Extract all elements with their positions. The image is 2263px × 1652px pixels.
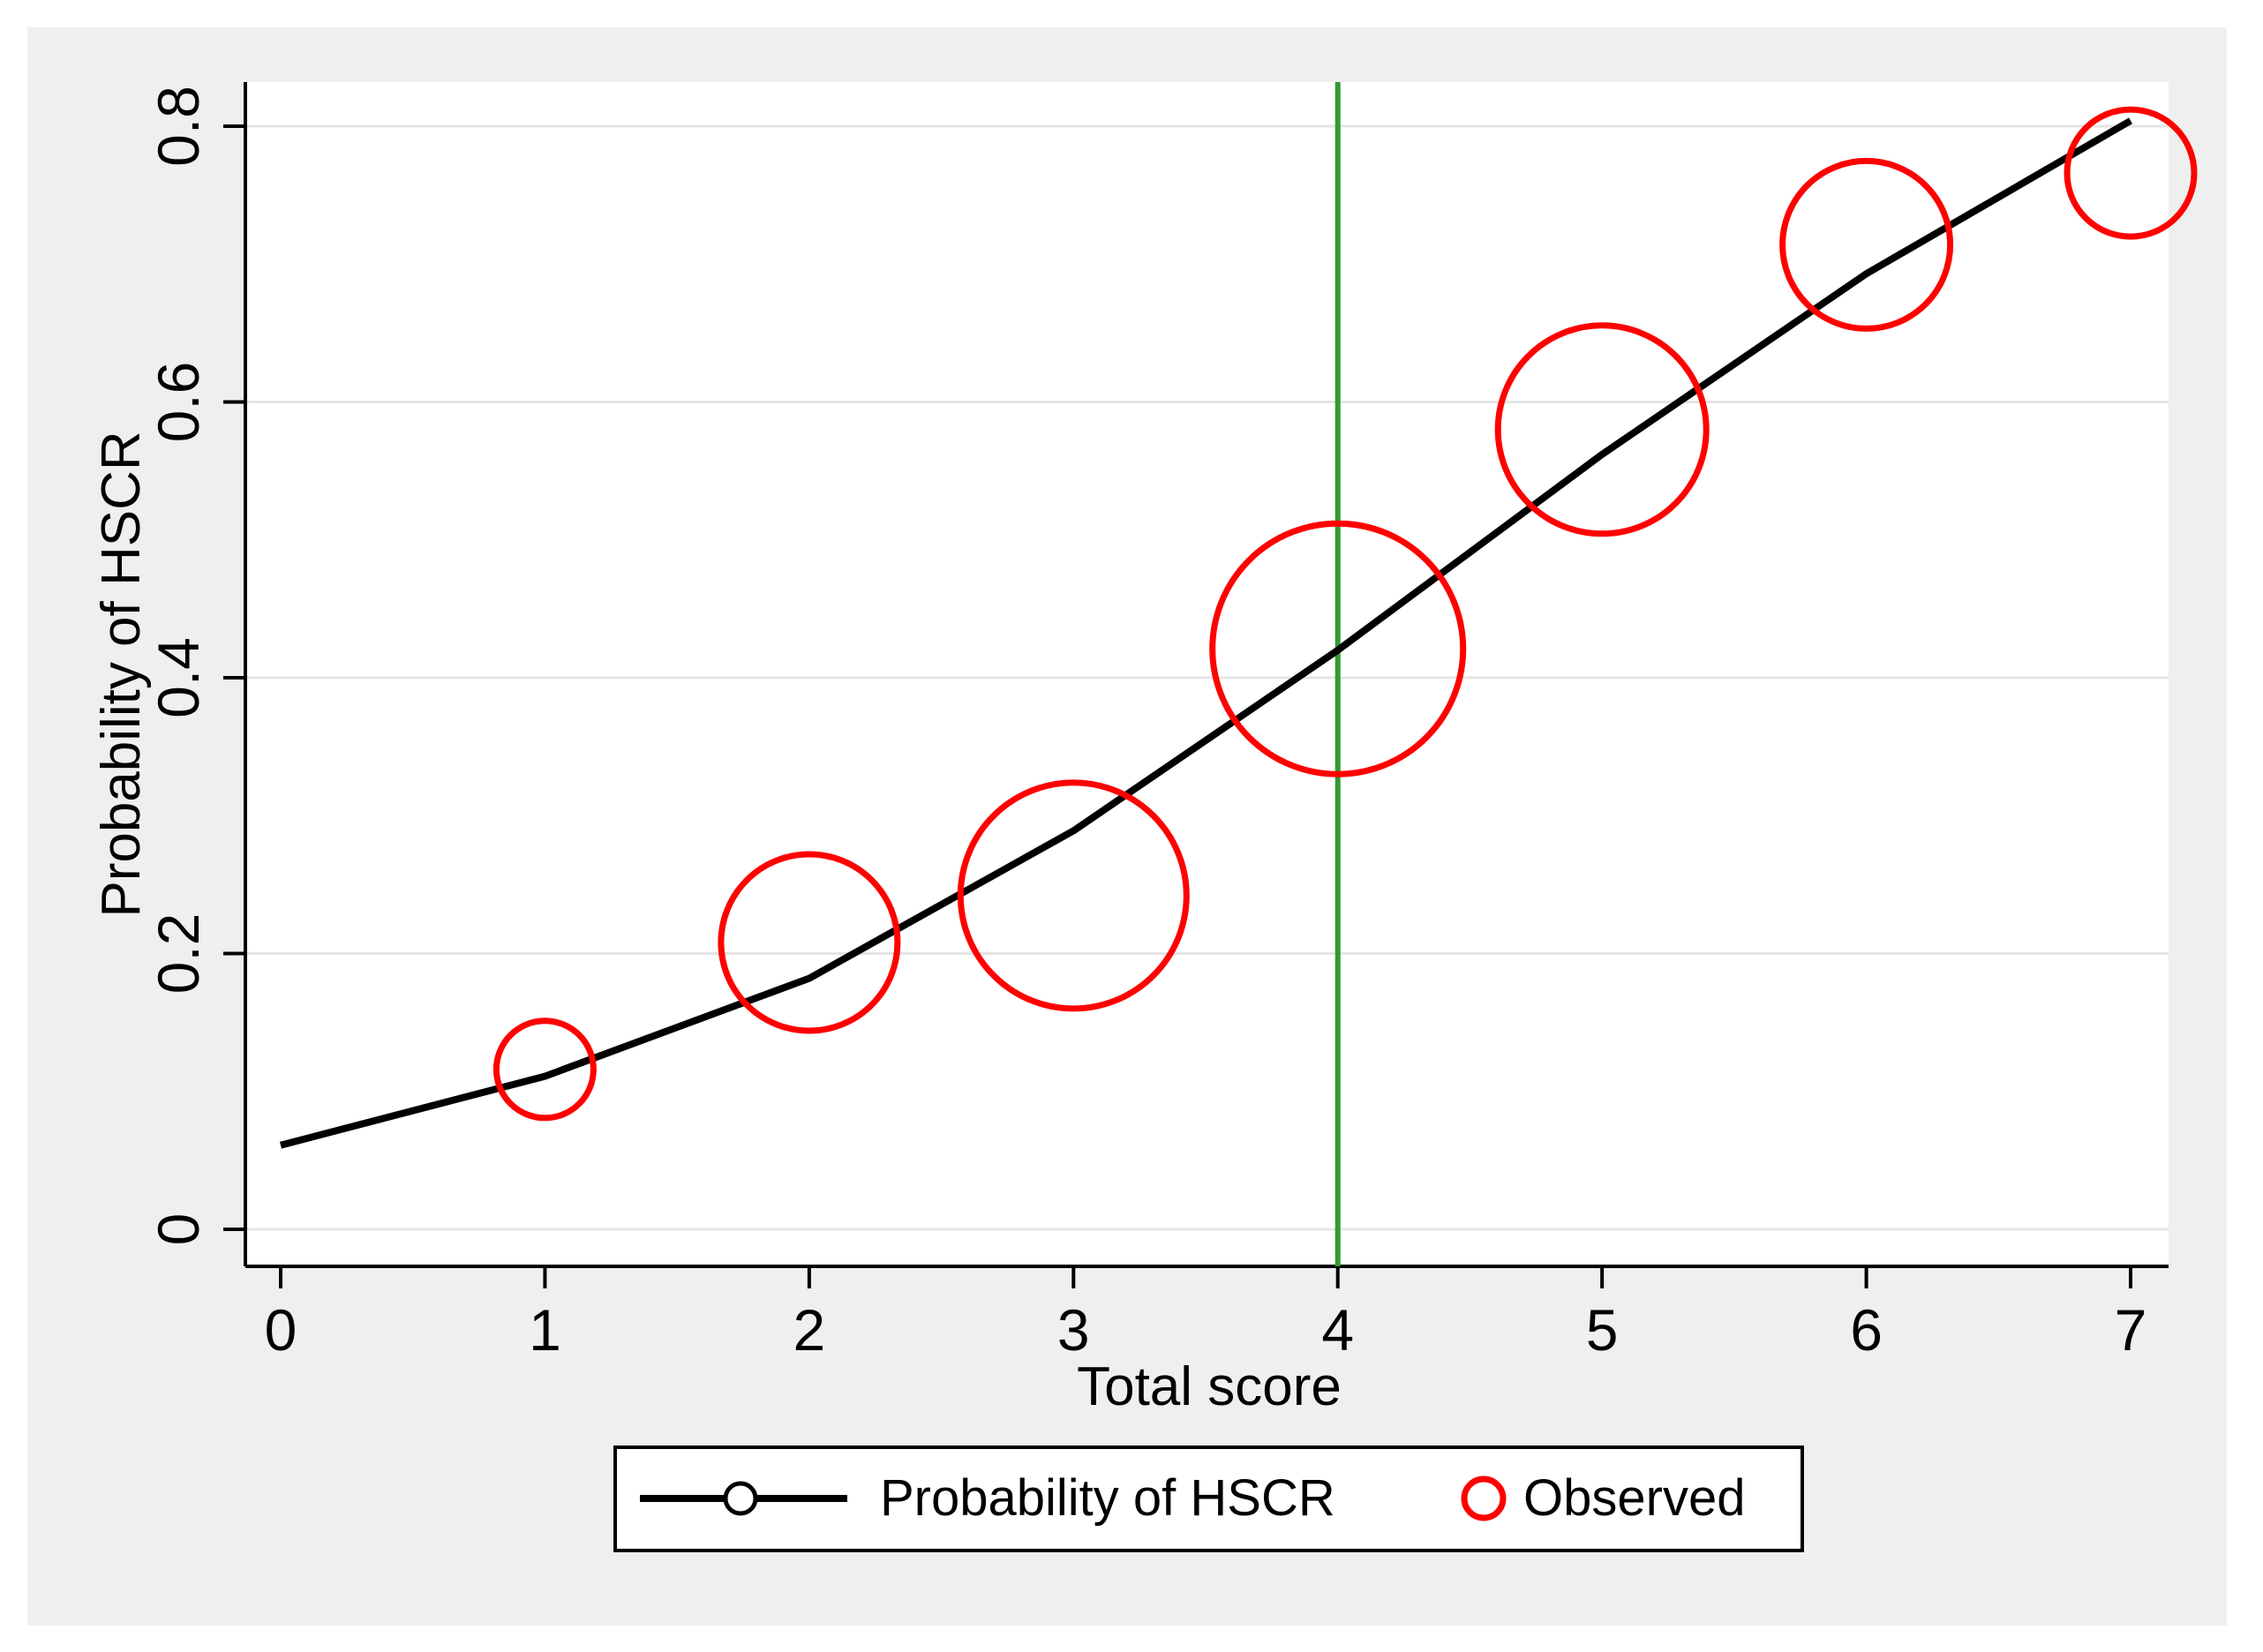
x-tick-label-0: 0 [265,1297,297,1363]
gridlines [245,124,2169,1231]
y-tick-label-0.8: 0.8 [146,86,211,167]
y-tick-label-0.2: 0.2 [146,913,211,995]
y-tick-label-0.6: 0.6 [146,362,211,443]
probability-line [279,117,2133,1149]
observed-points [492,106,2198,1122]
x-tick-label-2: 2 [793,1297,826,1363]
legend-line-circle-icon [723,1481,758,1516]
legend-label-observed: Observed [1523,1469,1745,1527]
x-tick-label-4: 4 [1321,1297,1354,1363]
legend-label-probability: Probability of HSCR [880,1469,1335,1527]
x-tick-label-5: 5 [1586,1297,1619,1363]
y-axis: 0 0.2 0.4 0.6 0.8 [146,82,247,1266]
x-tick-label-6: 6 [1850,1297,1883,1363]
legend: Probability of HSCR Observed [613,1446,1804,1552]
legend-observed-circle-icon [1461,1476,1507,1521]
y-tick-label-0.4: 0.4 [146,637,211,718]
observed-point-3 [957,779,1190,1012]
x-tick-label-7: 7 [2115,1297,2147,1363]
plot-area [245,82,2169,1266]
x-tick-label-3: 3 [1057,1297,1090,1363]
y-tick-label-0: 0 [146,1213,211,1246]
observed-point-2 [718,851,901,1034]
observed-point-6 [1779,157,1954,332]
y-axis-title: Probability of HSCR [91,431,152,917]
x-axis-title: Total score [1077,1356,1342,1417]
observed-point-1 [492,1017,597,1122]
x-axis: 0 1 2 3 4 5 6 7 [245,1265,2169,1363]
observed-point-4 [1209,520,1467,777]
observed-point-7 [2064,106,2198,240]
x-tick-label-1: 1 [529,1297,561,1363]
observed-point-5 [1494,322,1710,537]
